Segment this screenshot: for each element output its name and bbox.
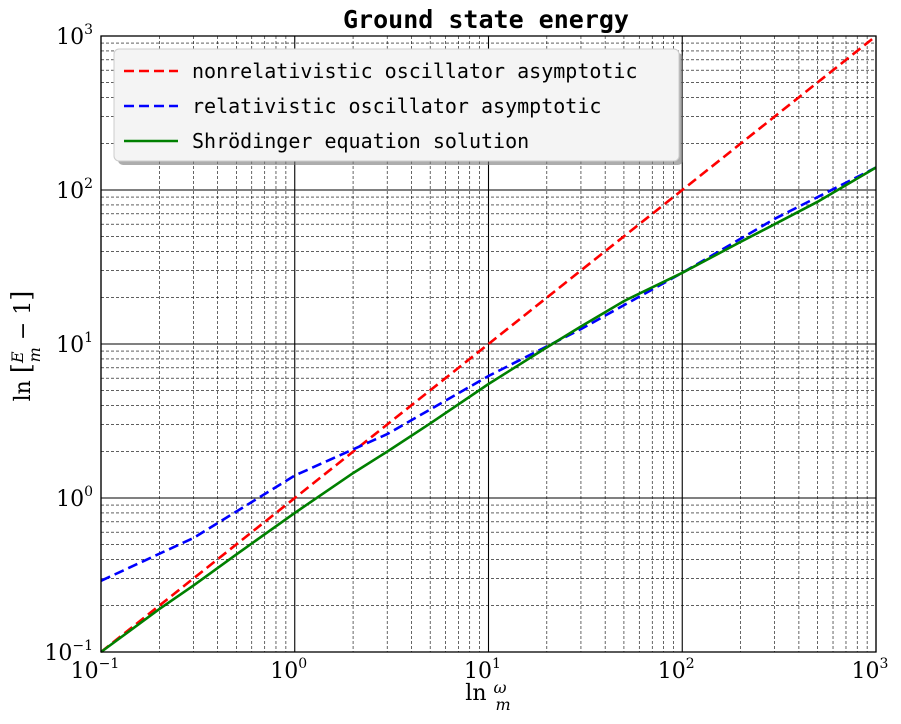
x-tick-labels: 10−1 100 101 102 103 [71, 656, 889, 684]
y-axis-label: ln [Em − 1] [7, 291, 44, 402]
series-line-1 [100, 166, 877, 582]
plot-frame [100, 35, 877, 653]
y-tick-labels: 10−1 100 101 102 103 [44, 22, 93, 666]
chart-title: Ground state energy [343, 5, 629, 34]
legend-label-0: nonrelativistic oscillator asymptotic [192, 59, 638, 83]
legend-label-2: Shrödinger equation solution [192, 129, 529, 153]
y-tick-label: 102 [56, 176, 93, 204]
legend-label-1: relativistic oscillator asymptotic [192, 94, 601, 118]
x-tick-label: 102 [658, 656, 695, 684]
y-tick-label: 10−1 [44, 638, 93, 666]
x-tick-label: 103 [852, 656, 889, 684]
series-line-2 [100, 166, 877, 654]
y-tick-label: 101 [56, 330, 93, 358]
x-tick-label: 101 [464, 656, 501, 684]
x-tick-label: 100 [270, 656, 307, 684]
x-tick-label: 10−1 [71, 656, 120, 684]
legend-box [113, 48, 680, 162]
y-tick-label: 103 [56, 22, 93, 50]
legend: nonrelativistic oscillator asymptotic rel… [113, 48, 683, 165]
y-tick-label: 100 [56, 484, 93, 512]
series-lines [100, 34, 877, 654]
